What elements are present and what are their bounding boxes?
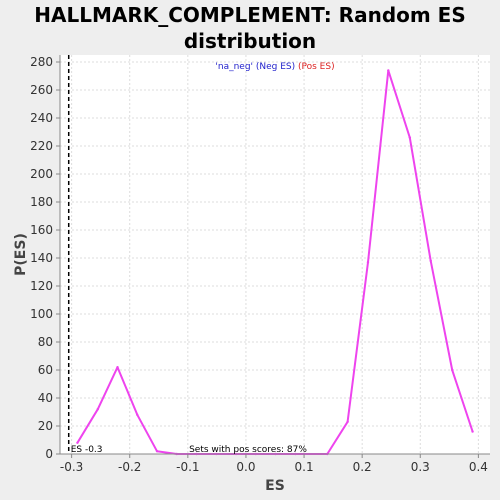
y-tick-label: 200	[30, 167, 53, 181]
data-point	[136, 413, 139, 416]
y-tick-label: 40	[38, 391, 53, 405]
y-tick-label: 100	[30, 307, 53, 321]
legend: 'na_neg' (Neg ES) (Pos ES)	[215, 62, 334, 72]
y-tick-label: 0	[45, 447, 53, 461]
x-tick-label: 0.1	[295, 460, 314, 474]
data-point	[346, 420, 349, 423]
y-tick-label: 260	[30, 83, 53, 97]
x-tick-label: -0.2	[118, 460, 141, 474]
legend-pos-es: (Pos ES)	[295, 62, 334, 72]
x-tick-label: 0.2	[353, 460, 372, 474]
pos-scores-annotation: Sets with pos scores: 87%	[189, 445, 307, 455]
x-tick-label: -0.1	[176, 460, 199, 474]
y-tick-label: 120	[30, 279, 53, 293]
data-point	[155, 450, 159, 453]
y-axis-title: P(ES)	[13, 233, 29, 276]
y-tick-label: 240	[30, 111, 53, 125]
chart-title: HALLMARK_COMPLEMENT: Random ES distribut…	[0, 2, 500, 54]
y-tick-label: 220	[30, 139, 53, 153]
chart-title-line2: distribution	[183, 29, 317, 53]
plot-area	[60, 55, 490, 454]
y-tick-label: 60	[38, 363, 53, 377]
y-tick-label: 180	[30, 195, 53, 209]
data-point	[451, 368, 454, 372]
y-tick-label: 280	[30, 55, 53, 69]
data-point	[366, 261, 370, 264]
x-tick-label: 0.0	[236, 460, 255, 474]
data-point	[116, 366, 119, 369]
data-point	[408, 136, 412, 139]
y-tick-label: 80	[38, 335, 53, 349]
chart-title-line1: HALLMARK_COMPLEMENT: Random ES	[34, 3, 466, 27]
y-tick-label: 20	[38, 419, 53, 433]
y-tick-label: 160	[30, 223, 53, 237]
x-axis-title: ES	[265, 478, 285, 494]
data-point	[96, 408, 99, 411]
data-point	[429, 259, 432, 262]
x-tick-label: 0.4	[469, 460, 488, 474]
data-point	[76, 441, 79, 444]
x-tick-label: 0.3	[411, 460, 430, 474]
data-point	[471, 430, 474, 433]
legend-neg-es: 'na_neg' (Neg ES)	[215, 62, 295, 72]
es-marker-label: ES -0.3	[71, 445, 103, 455]
y-tick-label: 140	[30, 251, 53, 265]
x-tick-label: -0.3	[60, 460, 83, 474]
data-point	[387, 69, 390, 72]
